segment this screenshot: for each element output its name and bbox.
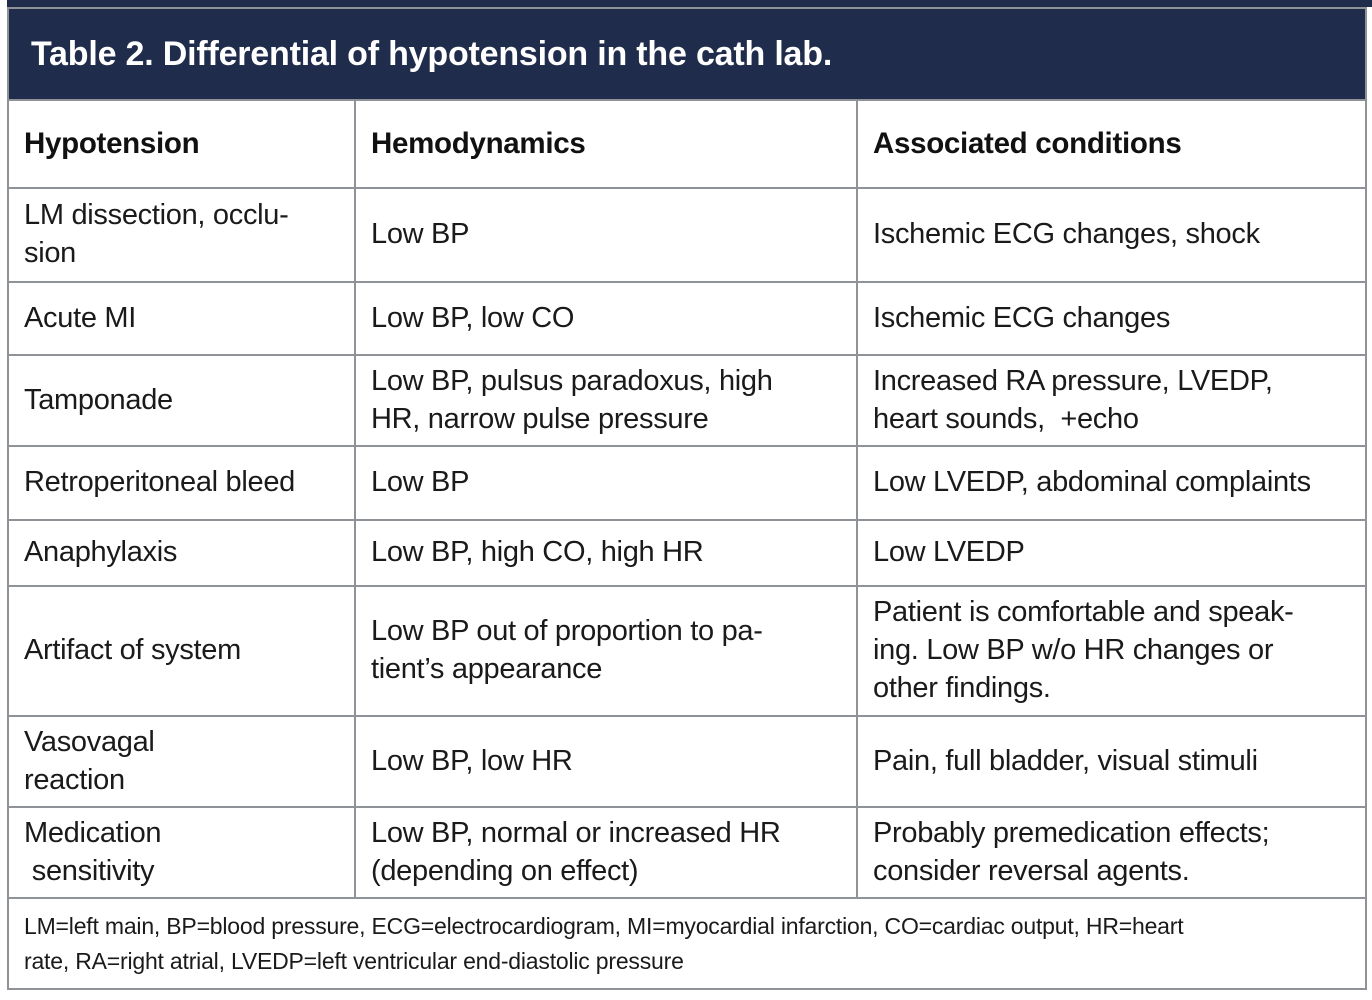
table-row: Tamponade Low BP, pulsus paradoxus, high… [7,354,1367,447]
cell-hemodynamics: Low BP [354,445,858,521]
cell-hypotension: Retroperitoneal bleed [7,445,356,521]
cell-associated-conditions: Patient is comfortable and speak- ing. L… [856,585,1367,717]
cell-hemodynamics: Low BP out of proportion to pa- tient’s … [354,585,858,717]
column-header-hemodynamics: Hemodynamics [354,99,858,189]
cell-hypotension: Acute MI [7,281,356,356]
table-caption-row: Table 2. Differential of hypotension in … [7,7,1367,101]
table-row: Artifact of system Low BP out of proport… [7,585,1367,717]
column-header-hypotension: Hypotension [7,99,356,189]
cell-hemodynamics: Low BP, normal or increased HR (dependin… [354,806,858,899]
column-header-associated-conditions: Associated conditions [856,99,1367,189]
cell-associated-conditions: Ischemic ECG changes, shock [856,187,1367,283]
differential-hypotension-table: Table 2. Differential of hypotension in … [7,7,1367,990]
cell-hypotension: Vasovagal reaction [7,715,356,808]
cell-hemodynamics: Low BP, low CO [354,281,858,356]
cell-hemodynamics: Low BP [354,187,858,283]
cell-hemodynamics: Low BP, pulsus paradoxus, high HR, narro… [354,354,858,447]
cell-associated-conditions: Low LVEDP [856,519,1367,587]
cell-hypotension: Medication sensitivity [7,806,356,899]
cell-hypotension: Tamponade [7,354,356,447]
top-strip [7,0,1372,7]
table-title: Table 2. Differential of hypotension in … [7,7,1367,101]
cell-hemodynamics: Low BP, low HR [354,715,858,808]
table-row: Medication sensitivity Low BP, normal or… [7,806,1367,899]
table-row: LM dissection, occlu- sion Low BP Ischem… [7,187,1367,283]
cell-hypotension: Anaphylaxis [7,519,356,587]
abbreviations-footnote: LM=left main, BP=blood pressure, ECG=ele… [7,897,1367,990]
cell-associated-conditions: Probably premedication effects; consider… [856,806,1367,899]
cell-associated-conditions: Ischemic ECG changes [856,281,1367,356]
cell-associated-conditions: Pain, full bladder, visual stimuli [856,715,1367,808]
table-row: Retroperitoneal bleed Low BP Low LVEDP, … [7,445,1367,521]
cell-hypotension: LM dissection, occlu- sion [7,187,356,283]
table-footnote-row: LM=left main, BP=blood pressure, ECG=ele… [7,897,1367,990]
table-row: Acute MI Low BP, low CO Ischemic ECG cha… [7,281,1367,356]
cell-associated-conditions: Low LVEDP, abdominal complaints [856,445,1367,521]
table-header-row: Hypotension Hemodynamics Associated cond… [7,99,1367,189]
table-row: Anaphylaxis Low BP, high CO, high HR Low… [7,519,1367,587]
cell-associated-conditions: Increased RA pressure, LVEDP, heart soun… [856,354,1367,447]
table-row: Vasovagal reaction Low BP, low HR Pain, … [7,715,1367,808]
cell-hypotension: Artifact of system [7,585,356,717]
cell-hemodynamics: Low BP, high CO, high HR [354,519,858,587]
